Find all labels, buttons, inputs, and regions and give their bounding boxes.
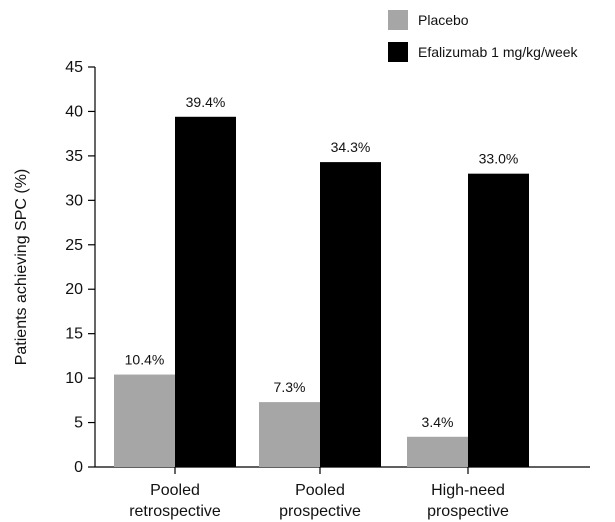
y-tick-label: 45 (65, 59, 83, 76)
x-category-label: retrospective (129, 503, 221, 520)
data-label: 39.4% (186, 94, 226, 110)
y-tick-label: 10 (65, 370, 83, 387)
data-label: 33.0% (479, 151, 519, 167)
x-category-label: High-need (431, 482, 505, 499)
x-category-label: prospective (427, 503, 509, 520)
bar-efalizumab (175, 116, 236, 468)
bar-placebo (407, 436, 468, 467)
data-label: 3.4% (422, 414, 454, 430)
y-tick-label: 0 (74, 459, 83, 476)
y-tick-label: 35 (65, 148, 83, 165)
x-category-label: prospective (279, 503, 361, 520)
legend-label: Placebo (418, 12, 469, 28)
data-labels: 10.4% 39.4% 7.3% 34.3% 3.4% 33.0% (125, 94, 519, 430)
bar-placebo (114, 374, 175, 467)
axes: 0 5 10 15 20 25 30 35 40 45 Patients achieving SPC… (13, 59, 590, 520)
x-category-label: Pooled (295, 482, 345, 499)
bar-efalizumab (320, 162, 381, 467)
y-axis-title: Patients achieving SPC (%) (13, 169, 30, 366)
y-tick-label: 30 (65, 192, 83, 209)
y-tick-label: 20 (65, 281, 83, 298)
bar-placebo (259, 402, 320, 467)
y-tick-label: 5 (74, 415, 83, 432)
legend-swatch-placebo (388, 10, 408, 30)
y-tick-label: 15 (65, 326, 83, 343)
y-tick-label: 25 (65, 237, 83, 254)
bar-efalizumab (468, 173, 529, 467)
x-category-label: Pooled (150, 482, 200, 499)
y-tick-label: 40 (65, 103, 83, 120)
legend: Placebo Efalizumab 1 mg/kg/week (388, 10, 579, 62)
legend-swatch-efalizumab (388, 42, 408, 62)
data-label: 7.3% (274, 379, 306, 395)
data-label: 34.3% (331, 139, 371, 155)
bars (114, 116, 529, 468)
data-label: 10.4% (125, 352, 165, 368)
legend-label: Efalizumab 1 mg/kg/week (418, 44, 579, 60)
